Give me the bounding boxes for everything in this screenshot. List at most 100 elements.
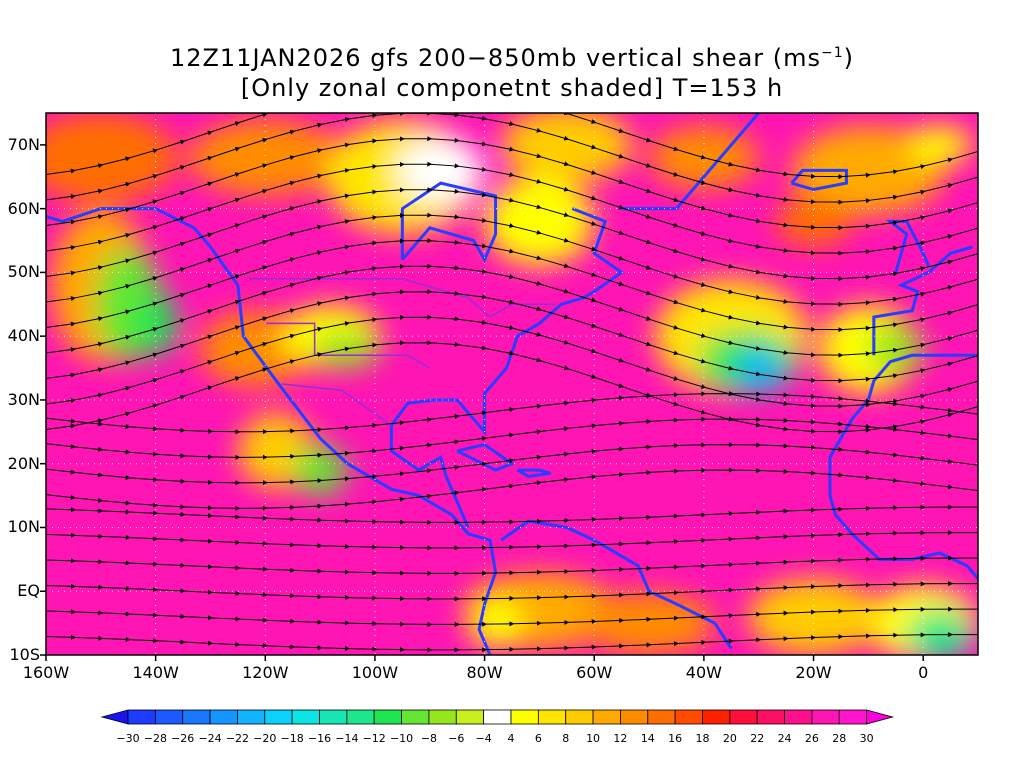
shear-patch [868, 323, 924, 375]
shear-patch [906, 125, 973, 165]
colorbar-swatch [620, 709, 649, 725]
colorbar-tick-label: −6 [448, 732, 465, 745]
shear-map [40, 112, 979, 661]
lon-tick-label: 100W [351, 663, 399, 682]
colorbar-tick-label: 26 [804, 732, 819, 745]
colorbar-tick-label: −16 [307, 732, 332, 745]
colorbar-tick-label: −30 [116, 732, 140, 745]
lon-tick-label: 140W [132, 663, 179, 682]
streamlines [46, 113, 978, 653]
colorbar-tick-label: 22 [750, 732, 765, 745]
chart-title: 12Z11JAN2026 gfs 200−850mb vertical shea… [169, 44, 855, 72]
colorbar-tick-label: 10 [586, 732, 601, 745]
lat-tick-label: 10S [9, 645, 40, 664]
colorbar-swatch [537, 709, 567, 725]
lat-tick-label: 20N [7, 453, 40, 473]
streamline [46, 581, 978, 602]
map-frame [45, 112, 979, 656]
shear-patch [484, 176, 595, 267]
colorbar-swatch [756, 709, 785, 725]
colorbar-tick-label: −12 [362, 732, 386, 745]
colorbar-tick-label: −4 [475, 732, 492, 745]
colorbar-tick-label: 20 [722, 732, 737, 745]
lat-tick-label: 60N [7, 198, 40, 218]
colorbar-swatch [483, 709, 512, 725]
colorbar-tick-label: −14 [335, 732, 359, 745]
colorbar-swatch [838, 709, 868, 725]
colorbar-tick-label: −28 [143, 732, 167, 745]
colorbar-swatch [784, 709, 813, 725]
colorbar-tick-label: 8 [562, 732, 570, 745]
colorbar-tick-label: 18 [695, 732, 710, 745]
colorbar-swatch [209, 709, 238, 725]
colorbar-swatch [373, 709, 402, 725]
colorbar-tick-label: 4 [507, 732, 515, 745]
shear-patch [736, 348, 781, 388]
colorbar-tick-label: 14 [640, 732, 655, 745]
lat-tick-label: EQ [17, 581, 40, 601]
colorbar-swatch [510, 709, 539, 725]
colorbar-arrow-low [100, 709, 129, 725]
colorbar-arrow-high [866, 709, 895, 725]
colorbar-swatch [702, 709, 731, 725]
colorbar-swatch [428, 709, 457, 725]
lon-tick-label: 120W [242, 663, 289, 682]
colorbar-swatch [319, 709, 348, 725]
colorbar-tick-label: −18 [280, 732, 304, 745]
shear-patch [501, 113, 633, 184]
lat-tick-label: 50N [7, 262, 40, 282]
colorbar-tick-label: −26 [171, 732, 195, 745]
lat-tick-label: 40N [7, 326, 40, 346]
colorbar-swatch [811, 709, 840, 725]
colorbar-tick-label: 16 [668, 732, 683, 745]
colorbar-swatch [674, 709, 703, 725]
colorbar-swatch [182, 709, 211, 725]
colorbar-tick-label: −24 [198, 732, 222, 745]
shear-patch [396, 138, 485, 203]
axis-ticks [40, 144, 924, 661]
chart-subtitle: [Only zonal componetnt shaded] T=153 h [240, 74, 784, 102]
colorbar-tick-label: −20 [253, 732, 277, 745]
colorbar [100, 709, 895, 725]
colorbar-swatch [264, 709, 293, 725]
lon-tick-label: 60W [576, 663, 613, 682]
lat-tick-label: 10N [7, 517, 40, 537]
colorbar-tick-label: 12 [613, 732, 628, 745]
lon-tick-label: 80W [466, 663, 503, 682]
streamline [46, 530, 978, 551]
colorbar-swatch [455, 709, 485, 725]
colorbar-swatch [592, 709, 621, 725]
colorbar-tick-label: 28 [832, 732, 847, 745]
lon-tick-label: 20W [795, 663, 832, 682]
streamline [46, 555, 978, 576]
lon-tick-label: 0 [918, 663, 929, 682]
colorbar-swatch [647, 709, 676, 725]
lat-tick-label: 30N [7, 389, 40, 409]
colorbar-tick-label: −8 [420, 732, 438, 745]
colorbar-swatch [127, 709, 156, 725]
colorbar-swatch [346, 709, 375, 725]
colorbar-swatch [291, 709, 320, 725]
colorbar-tick-label: 6 [534, 732, 542, 745]
colorbar-swatch [401, 709, 430, 725]
colorbar-swatch [729, 709, 758, 725]
shear-patch [46, 113, 178, 203]
shear-patch [906, 610, 973, 655]
lon-tick-label: 40W [685, 663, 722, 682]
shear-patch [292, 444, 348, 496]
colorbar-tick-label: −22 [225, 732, 250, 745]
streamline [46, 606, 978, 627]
colorbar-tick-label: 30 [859, 732, 874, 745]
shear-patch [583, 591, 715, 655]
streamline [46, 113, 978, 180]
colorbar-swatch [237, 709, 266, 725]
lon-tick-label: 160W [22, 663, 70, 682]
colorbar-swatch [565, 709, 594, 725]
lat-tick-label: 70N [7, 134, 40, 154]
shear-patch [747, 578, 880, 655]
colorbar-swatch [154, 709, 184, 725]
streamline [46, 632, 978, 653]
shear-patch [468, 597, 523, 649]
colorbar-tick-label: 24 [777, 732, 792, 745]
colorbar-tick-label: −10 [389, 732, 414, 745]
